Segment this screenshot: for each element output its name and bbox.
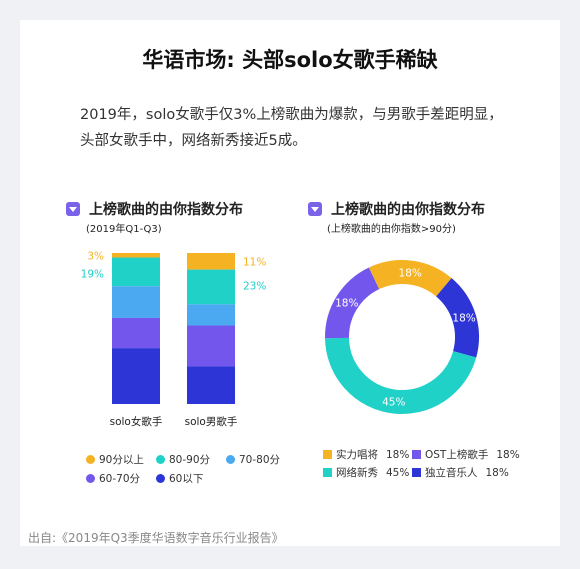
legend-item: 实力唱将 18% — [323, 447, 409, 462]
slice-label: 18% — [335, 298, 358, 310]
legend-swatch — [412, 468, 421, 477]
legend-item: 60以下 — [156, 471, 203, 486]
report-card — [20, 20, 560, 546]
x-tick-label: solo女歌手 — [110, 415, 163, 428]
legend-swatch — [86, 455, 95, 464]
slice-label: 45% — [382, 396, 405, 408]
bar-segment — [112, 286, 160, 318]
chevron-down-icon — [66, 202, 80, 216]
donut-chart: 18% 45% 18% 18% — [325, 260, 479, 414]
legend-label: OST上榜歌手 — [425, 449, 489, 461]
legend-item: 60-70分 — [86, 471, 140, 486]
slice-label: 18% — [399, 268, 422, 280]
source-note: 出自:《2019年Q3季度华语数字音乐行业报告》 — [28, 531, 284, 545]
legend-label: 独立音乐人 — [425, 467, 478, 479]
legend-label: 网络新秀 — [336, 467, 378, 479]
legend-swatch — [156, 474, 165, 483]
stacked-bar-chart: solo女歌手 3% 19% solo男歌手 11% 23% — [81, 250, 267, 428]
donut-slice — [325, 267, 380, 339]
legend-label: 80-90分 — [169, 454, 211, 466]
chevron-down-icon — [308, 202, 322, 216]
legend-swatch — [412, 450, 421, 459]
bar-segment — [187, 304, 235, 326]
bar-segment — [187, 325, 235, 367]
donut-slice — [368, 260, 452, 297]
legend-swatch — [156, 455, 165, 464]
left-section-subtitle: (2019年Q1-Q3) — [86, 224, 162, 235]
legend-value: 18% — [386, 448, 410, 461]
legend-item: 70-80分 — [226, 452, 280, 467]
right-section-title-text: 上榜歌曲的由你指数分布 — [331, 202, 485, 218]
data-label: 11% — [243, 256, 266, 268]
legend-item: 网络新秀 45% — [323, 465, 409, 480]
right-section-subtitle: (上榜歌曲的由你指数>90分) — [327, 224, 456, 235]
legend-swatch — [86, 474, 95, 483]
legend-value: 18% — [485, 466, 509, 479]
legend-label: 90分以上 — [99, 454, 144, 466]
donut-slice — [325, 337, 477, 414]
bar-segment — [112, 253, 160, 258]
legend-label: 60-70分 — [99, 473, 141, 485]
legend-swatch — [323, 450, 332, 459]
donut-slice — [435, 278, 479, 358]
data-label: 23% — [243, 281, 266, 293]
bar-segment — [187, 269, 235, 305]
bar-segment — [187, 253, 235, 270]
left-section-title-text: 上榜歌曲的由你指数分布 — [89, 202, 243, 218]
bar-segment — [112, 257, 160, 287]
x-tick-label: solo男歌手 — [185, 415, 238, 428]
slice-label: 18% — [452, 313, 475, 325]
legend-value: 18% — [496, 448, 520, 461]
data-label: 19% — [81, 269, 104, 281]
description: 2019年，solo女歌手仅3%上榜歌曲为爆款，与男歌手差距明显， 头部女歌手中… — [80, 102, 520, 154]
bar-segment — [187, 366, 235, 404]
legend-value: 45% — [386, 466, 410, 479]
legend-item: 80-90分 — [156, 452, 210, 467]
data-label: 3% — [87, 250, 104, 262]
legend-swatch — [226, 455, 235, 464]
bar-segment — [112, 348, 160, 404]
description-line-2: 头部女歌手中，网络新秀接近5成。 — [80, 133, 307, 149]
legend-swatch — [323, 468, 332, 477]
legend-label: 实力唱将 — [336, 449, 378, 461]
description-line-1: 2019年，solo女歌手仅3%上榜歌曲为爆款，与男歌手差距明显， — [80, 107, 503, 123]
page-title: 华语市场: 头部solo女歌手稀缺 — [142, 48, 438, 72]
legend-label: 60以下 — [169, 473, 204, 485]
legend-item: OST上榜歌手 18% — [412, 447, 520, 462]
legend-item: 90分以上 — [86, 452, 144, 467]
bar-segment — [112, 317, 160, 349]
left-section-title: 上榜歌曲的由你指数分布 — [66, 199, 243, 219]
legend-label: 70-80分 — [239, 454, 281, 466]
legend-item: 独立音乐人 18% — [412, 465, 509, 480]
right-section-title: 上榜歌曲的由你指数分布 — [308, 199, 485, 219]
